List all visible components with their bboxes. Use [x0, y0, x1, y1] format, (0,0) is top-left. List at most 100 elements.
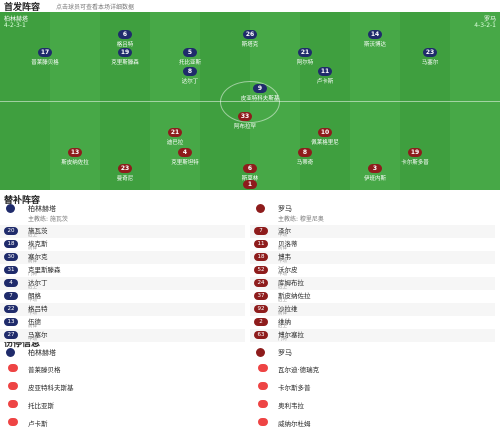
player[interactable]: 26 斯塔克 — [210, 30, 290, 48]
sub-row[interactable]: 11 贝洛蒂 前锋 — [250, 238, 495, 251]
injury-icon — [8, 400, 18, 408]
sub-row[interactable]: 13 伍德 前锋 — [0, 316, 245, 329]
injury-icon — [8, 382, 18, 390]
sub-row[interactable]: 92 沙拉维 前锋 — [250, 303, 495, 316]
player[interactable]: 10 佩莱格里尼 — [285, 128, 365, 146]
player[interactable]: 1帕特里西奥 — [210, 180, 290, 190]
sub-row[interactable]: 22 格吕特 中场 — [0, 303, 245, 316]
player-number: 33 — [238, 112, 252, 121]
sub-row[interactable]: 52 沃尔皮 中场 — [250, 264, 495, 277]
player-position: 后卫 — [28, 233, 37, 238]
injury-row: 托比亚斯 — [0, 398, 245, 411]
sub-row[interactable]: 31 克里斯滕森 门将 — [0, 264, 245, 277]
sub-row[interactable]: 24 库姆布拉 后卫 — [250, 277, 495, 290]
player[interactable]: 21 阿尔特 — [265, 48, 345, 66]
injury-row: 威纳尔杜姆 — [250, 416, 495, 429]
player[interactable]: 6 斯莫林 — [210, 164, 290, 182]
player-position: 后卫 — [28, 285, 37, 290]
player-position: 中场 — [278, 272, 287, 277]
player-number: 11 — [254, 240, 268, 248]
sub-row[interactable]: 18 埃克斯 前锋 — [0, 238, 245, 251]
player-number: 4 — [178, 148, 192, 157]
player[interactable]: 23 曼奇尼 — [85, 164, 165, 182]
injury-icon — [258, 382, 268, 390]
player-name: 斯皮纳佐拉 — [61, 160, 89, 166]
sub-row[interactable]: 7 泽尔 中场 — [250, 225, 495, 238]
player-number: 4 — [4, 279, 18, 287]
player-number: 37 — [254, 292, 268, 300]
player-number: 13 — [4, 318, 18, 326]
sub-row[interactable]: 27 马塞尔 中场 — [0, 329, 245, 342]
sub-row[interactable]: 63 博尔塞拉 门将 — [250, 329, 495, 342]
player-name: 塞尔克 — [28, 253, 48, 261]
team-badge — [256, 204, 265, 213]
player-name: 斯塔克 — [241, 42, 259, 48]
sub-row[interactable]: 4 达尔丁 后卫 — [0, 277, 245, 290]
sub-row[interactable]: 20 施瓦茨 后卫 — [0, 225, 245, 238]
player-number: 6 — [243, 164, 257, 173]
player[interactable]: 5 托比亚斯 — [150, 48, 230, 66]
player-position: 门将 — [28, 272, 37, 277]
player-number: 23 — [423, 48, 437, 57]
player[interactable]: 6 格吕特 — [85, 30, 165, 48]
player-name: 库姆布拉 — [278, 279, 304, 287]
player-number: 2 — [254, 318, 268, 326]
player-number: 7 — [4, 292, 18, 300]
player[interactable]: 4 克里斯坦特 — [145, 148, 225, 166]
player-number: 11 — [318, 67, 332, 76]
player-number: 24 — [254, 279, 268, 287]
player-number: 9 — [253, 84, 267, 93]
player-name: 维纳 — [278, 318, 291, 326]
player[interactable]: 21 迪巴拉 — [135, 128, 215, 146]
player-number: 14 — [368, 30, 382, 39]
player-name: 马塞尔 — [28, 331, 48, 339]
player[interactable]: 8 达尔丁 — [150, 67, 230, 85]
team-name: 柏林赫塔 — [28, 349, 56, 357]
player-number: 63 — [254, 331, 268, 339]
player-name: 达尔丁 — [181, 79, 199, 85]
player-position: 前锋 — [28, 324, 37, 329]
sub-row[interactable]: 7 朗格 中场 — [0, 290, 245, 303]
player[interactable]: 11 卢卡斯 — [285, 67, 365, 85]
injury-row: 普莱滕贝格 — [0, 362, 245, 375]
player-name: 克里斯滕森 — [28, 266, 61, 274]
sub-row[interactable]: 2 维纳 后卫 — [250, 316, 495, 329]
player-position: 中场 — [278, 259, 287, 264]
player-number: 23 — [118, 164, 132, 173]
player-number: 52 — [254, 266, 268, 274]
player-position: 中场 — [278, 233, 287, 238]
player[interactable]: 8 马蒂奇 — [265, 148, 345, 166]
player[interactable]: 9 皮亚特科夫斯基 — [220, 84, 300, 102]
player[interactable]: 19 克里斯滕森 — [85, 48, 165, 66]
formation: 4-2-3-1 — [4, 22, 26, 29]
player-number: 21 — [298, 48, 312, 57]
player-number: 18 — [4, 240, 18, 248]
player[interactable]: 17 普莱滕贝格 — [5, 48, 85, 66]
sub-row[interactable]: 37 斯皮纳佐拉 后卫 — [250, 290, 495, 303]
player-name: 克里斯坦特 — [171, 160, 199, 166]
player[interactable]: 13 斯皮纳佐拉 — [35, 148, 115, 166]
player-name: 马塞尔 — [421, 60, 439, 66]
player-name: 托比亚斯 — [178, 60, 201, 66]
pitch: 柏林赫塔 4-2-3-1 罗马 4-3-2-1 6 格吕特 26 斯塔克 14 斯沃博达 1… — [0, 12, 500, 190]
player-position: 中场 — [28, 337, 37, 342]
sub-row[interactable]: 18 博韦 中场 — [250, 251, 495, 264]
player[interactable]: 14 斯沃博达 — [335, 30, 415, 48]
player-name: 伊班内斯 — [363, 176, 386, 182]
player-number: 21 — [168, 128, 182, 137]
player-name: 施瓦茨 — [28, 227, 48, 235]
player-number: 22 — [4, 305, 18, 313]
player[interactable]: 3 伊班内斯 — [335, 164, 415, 182]
injury-row: 瓦尔迪·德瑞克 — [250, 362, 495, 375]
player[interactable]: 19 卡尔斯多普 — [375, 148, 455, 166]
injury-icon — [258, 364, 268, 372]
player-name: 沃尔皮 — [278, 266, 298, 274]
sub-row[interactable]: 30 塞尔克 前锋 — [0, 251, 245, 264]
center-circle — [220, 81, 280, 123]
team-badge — [6, 204, 15, 213]
player[interactable]: 23 马塞尔 — [390, 48, 470, 66]
player-number: 3 — [368, 164, 382, 173]
player-name: 博尔塞拉 — [278, 331, 304, 339]
player[interactable]: 33 阿布拉罕 — [205, 112, 285, 130]
injury-row: 卢卡斯 — [0, 416, 245, 429]
